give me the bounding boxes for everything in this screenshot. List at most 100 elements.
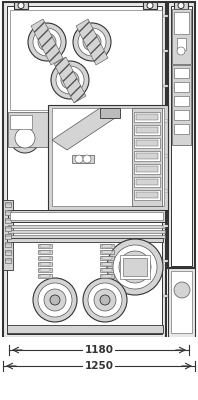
Circle shape [83,155,91,163]
Bar [5,226,11,231]
Circle shape [75,155,83,163]
Bar [132,108,162,206]
Circle shape [127,259,143,275]
Circle shape [147,2,153,8]
Bar [100,244,114,248]
Bar [163,190,168,192]
Bar [163,85,168,87]
Bar [134,125,160,135]
Circle shape [44,289,66,311]
Polygon shape [100,108,120,118]
Bar [168,2,195,268]
Circle shape [33,28,61,56]
Circle shape [10,123,40,153]
Bar [40,263,50,265]
Bar [163,15,168,17]
Bar [5,218,11,223]
Bar [10,115,32,129]
Bar [5,234,11,239]
Bar [134,138,160,148]
Circle shape [83,33,101,51]
Bar [143,2,157,9]
Bar [3,200,13,270]
Bar [102,263,112,265]
Bar [134,190,160,200]
Bar [134,151,160,161]
Bar [168,268,195,338]
Bar [134,177,160,187]
Bar [172,65,191,145]
Circle shape [56,66,84,94]
Bar [0,337,198,400]
Bar [38,262,52,266]
Bar [163,225,168,227]
Bar [100,256,114,260]
Bar [5,258,11,263]
Bar [7,325,163,333]
Circle shape [28,23,66,61]
Bar [174,2,188,9]
Circle shape [38,283,72,317]
Circle shape [61,71,79,89]
Bar [171,6,192,266]
Circle shape [33,278,77,322]
Bar [40,257,50,259]
Bar [7,6,162,334]
Bar [163,260,168,262]
Bar [102,257,112,259]
Bar [38,244,52,248]
Bar [38,250,52,254]
Bar [172,9,191,64]
Circle shape [119,251,151,283]
Circle shape [107,239,163,295]
Bar [102,245,112,247]
Polygon shape [54,57,86,103]
Circle shape [66,76,74,84]
Circle shape [177,47,185,55]
Circle shape [174,282,190,298]
Bar [174,68,189,78]
Circle shape [88,38,96,46]
Bar [8,225,165,228]
Bar [102,275,112,277]
Polygon shape [52,108,115,150]
Bar [100,262,114,266]
Circle shape [51,61,89,99]
Bar [174,82,189,92]
Circle shape [73,23,111,61]
Bar [7,238,163,242]
Bar [163,120,168,122]
Bar [136,179,158,185]
Polygon shape [31,19,63,65]
Bar [174,96,189,106]
Bar [40,275,50,277]
Bar [5,210,11,215]
Bar [8,235,165,238]
Bar [8,112,48,147]
Bar [163,295,168,297]
Bar [38,274,52,278]
Bar [136,153,158,159]
Bar [136,140,158,146]
Circle shape [15,128,35,148]
Bar [3,2,166,338]
Bar [5,250,11,255]
Bar [100,268,114,272]
Bar [174,124,189,134]
Bar [174,110,189,120]
Bar [177,38,186,50]
Bar [136,114,158,120]
Bar [8,210,165,222]
Bar [171,271,192,333]
Bar [163,50,168,52]
Bar [5,242,11,247]
Bar [48,105,168,210]
Circle shape [83,278,127,322]
Bar [136,192,158,198]
Bar [102,251,112,253]
Text: 1250: 1250 [85,361,113,371]
Bar [40,251,50,253]
Circle shape [43,38,51,46]
Bar [72,155,94,163]
Polygon shape [76,19,108,65]
